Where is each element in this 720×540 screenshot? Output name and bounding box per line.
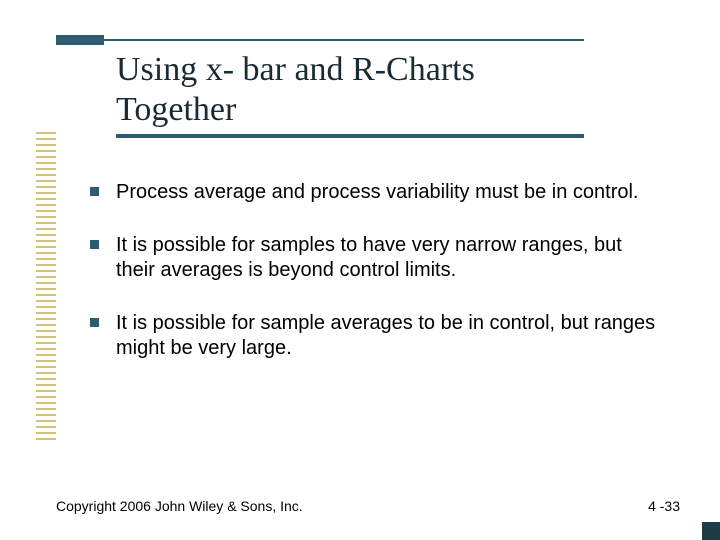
title-line-2: Together: [116, 91, 236, 128]
top-rule: [104, 39, 584, 41]
top-accent-block: [56, 35, 104, 45]
bullet-item: Process average and process variability …: [90, 180, 660, 205]
bullet-item: It is possible for samples to have very …: [90, 233, 660, 283]
corner-mark: [702, 522, 720, 540]
bullet-item: It is possible for sample averages to be…: [90, 311, 660, 361]
side-stripes: [36, 132, 56, 444]
footer-copyright: Copyright 2006 John Wiley & Sons, Inc.: [56, 498, 303, 514]
title-underline: [116, 134, 584, 138]
slide-title: Using x- bar and R-Charts Together: [116, 50, 636, 130]
footer-page-number: 4 -33: [648, 498, 680, 514]
bullet-list: Process average and process variability …: [90, 180, 660, 389]
title-line-1: Using x- bar and R-Charts: [116, 51, 475, 88]
